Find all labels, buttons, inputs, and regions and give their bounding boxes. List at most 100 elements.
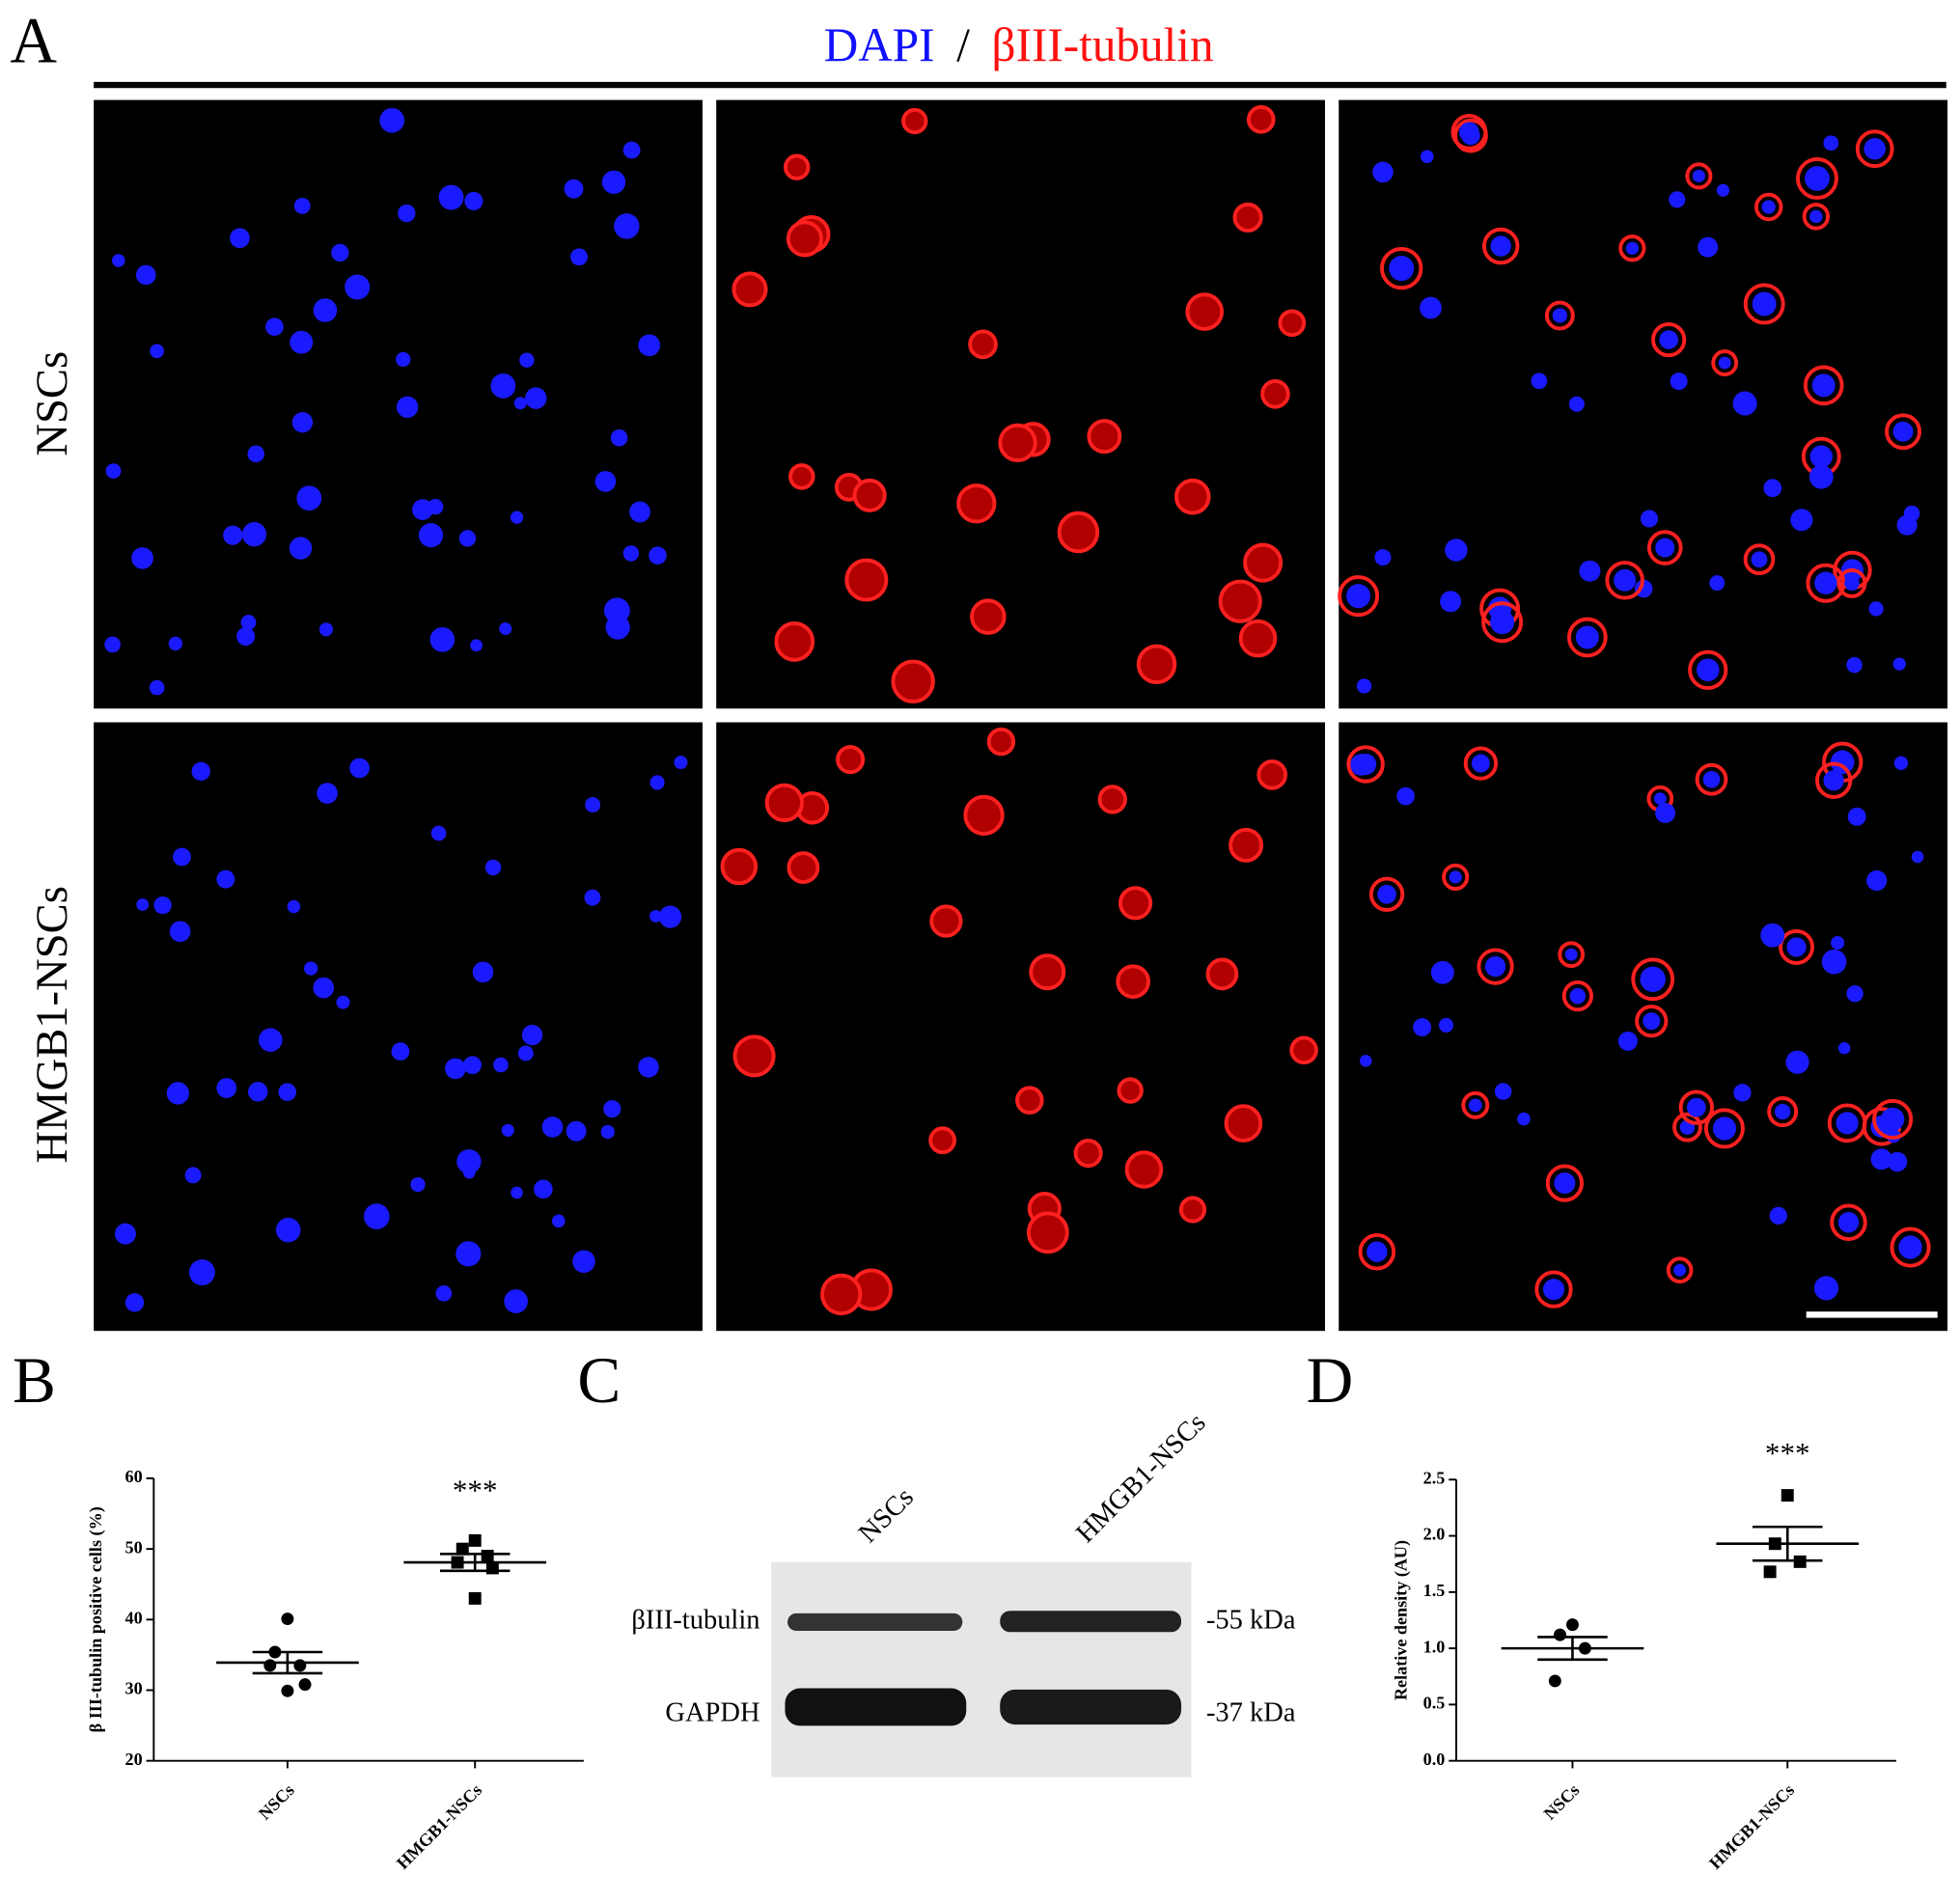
neuron — [970, 598, 1007, 635]
nucleus — [1569, 987, 1587, 1005]
neuron — [1256, 759, 1288, 790]
nucleus — [1808, 464, 1834, 489]
neuron — [1802, 203, 1831, 231]
neuron — [1116, 964, 1150, 999]
lane-label: HMGB1-NSCs — [1070, 1408, 1211, 1549]
nucleus — [1445, 538, 1468, 562]
neuron — [1026, 1211, 1069, 1254]
x-tick-label: NSCs — [255, 1780, 298, 1824]
nucleus — [1490, 610, 1515, 635]
band — [785, 1688, 967, 1726]
neuron — [1827, 1103, 1867, 1144]
nucleus — [293, 197, 311, 214]
nucleus — [638, 1057, 659, 1078]
nucleus — [1763, 479, 1782, 498]
band-label: GAPDH — [665, 1697, 759, 1727]
nucleus — [484, 859, 502, 876]
nucleus — [241, 522, 267, 547]
nucleus — [430, 825, 447, 841]
neuron — [1246, 105, 1276, 134]
nucleus — [1552, 308, 1568, 323]
nucleus — [188, 1259, 215, 1286]
panel-title: DAPI / βIII-tubulin — [824, 18, 1214, 71]
nucleus — [1670, 372, 1688, 391]
lane-label: NSCs — [853, 1482, 920, 1549]
nucleus — [1471, 754, 1490, 773]
neuron — [1885, 413, 1921, 451]
data-point — [468, 1533, 482, 1547]
nucleus — [1653, 792, 1667, 806]
nucleus — [438, 184, 464, 210]
nucleus — [1575, 625, 1599, 649]
significance: *** — [453, 1474, 498, 1507]
neuron — [1672, 1112, 1702, 1143]
nucleus — [418, 523, 444, 548]
neuron — [1743, 283, 1785, 325]
neuron — [986, 727, 1016, 757]
nucleus — [1837, 1212, 1860, 1233]
nucleus — [1821, 949, 1847, 975]
band — [1000, 1689, 1182, 1725]
nucleus — [600, 1124, 615, 1140]
data-point — [1565, 1618, 1579, 1632]
micrographs — [94, 99, 1948, 1332]
nucleus — [265, 317, 284, 337]
nucleus — [1702, 770, 1721, 788]
neuron — [1289, 1035, 1318, 1065]
nucleus — [1517, 1112, 1531, 1126]
nucleus — [1893, 756, 1909, 770]
nucleus — [1813, 1276, 1839, 1301]
neuron — [1743, 543, 1776, 576]
neuron — [928, 1126, 957, 1155]
nucleus — [166, 1082, 190, 1105]
neuron — [1803, 365, 1844, 406]
nucleus — [1790, 509, 1813, 532]
nucleus — [541, 1116, 564, 1138]
neuron — [1380, 246, 1423, 290]
nucleus — [594, 471, 617, 492]
nucleus — [1809, 209, 1823, 224]
nucleus — [412, 499, 433, 520]
nucleus — [398, 204, 416, 223]
nucleus — [150, 344, 164, 359]
neuron — [1688, 649, 1728, 690]
neuron — [1260, 379, 1290, 409]
neuron — [1338, 575, 1380, 618]
nucleus — [1438, 1017, 1454, 1033]
nucleus — [258, 1028, 283, 1052]
significance: *** — [1765, 1436, 1810, 1470]
nucleus — [629, 501, 650, 523]
nucleus — [1847, 807, 1866, 826]
neuron — [1767, 1096, 1799, 1128]
neuron — [1173, 478, 1211, 515]
nucleus — [1760, 923, 1785, 948]
neuron — [1442, 863, 1470, 891]
neuron — [732, 1034, 776, 1078]
neuron — [844, 558, 889, 602]
nucleus — [1709, 575, 1725, 592]
nucleus — [1836, 1112, 1859, 1135]
panel-label: D — [1307, 1344, 1354, 1417]
neuron — [1243, 542, 1284, 583]
data-point — [298, 1678, 312, 1692]
nucleus — [331, 243, 349, 262]
data-point — [1554, 1628, 1566, 1641]
neuron — [1605, 561, 1644, 600]
nucleus — [1823, 135, 1839, 152]
data-point — [485, 1561, 499, 1575]
title-sep: / — [956, 18, 970, 71]
nucleus — [1421, 150, 1434, 164]
nucleus — [1396, 786, 1415, 806]
nucleus — [296, 485, 322, 511]
nucleus — [230, 228, 250, 248]
nucleus — [1673, 1263, 1686, 1277]
neuron — [1057, 510, 1100, 554]
y-tick-label: 40 — [125, 1608, 143, 1627]
nucleus — [525, 387, 547, 409]
nucleus — [363, 1203, 390, 1229]
nucleus — [1866, 869, 1888, 892]
data-point — [293, 1659, 307, 1672]
nucleus — [570, 248, 588, 266]
y-tick-label: 1.0 — [1423, 1637, 1446, 1656]
nucleus — [1718, 356, 1731, 370]
